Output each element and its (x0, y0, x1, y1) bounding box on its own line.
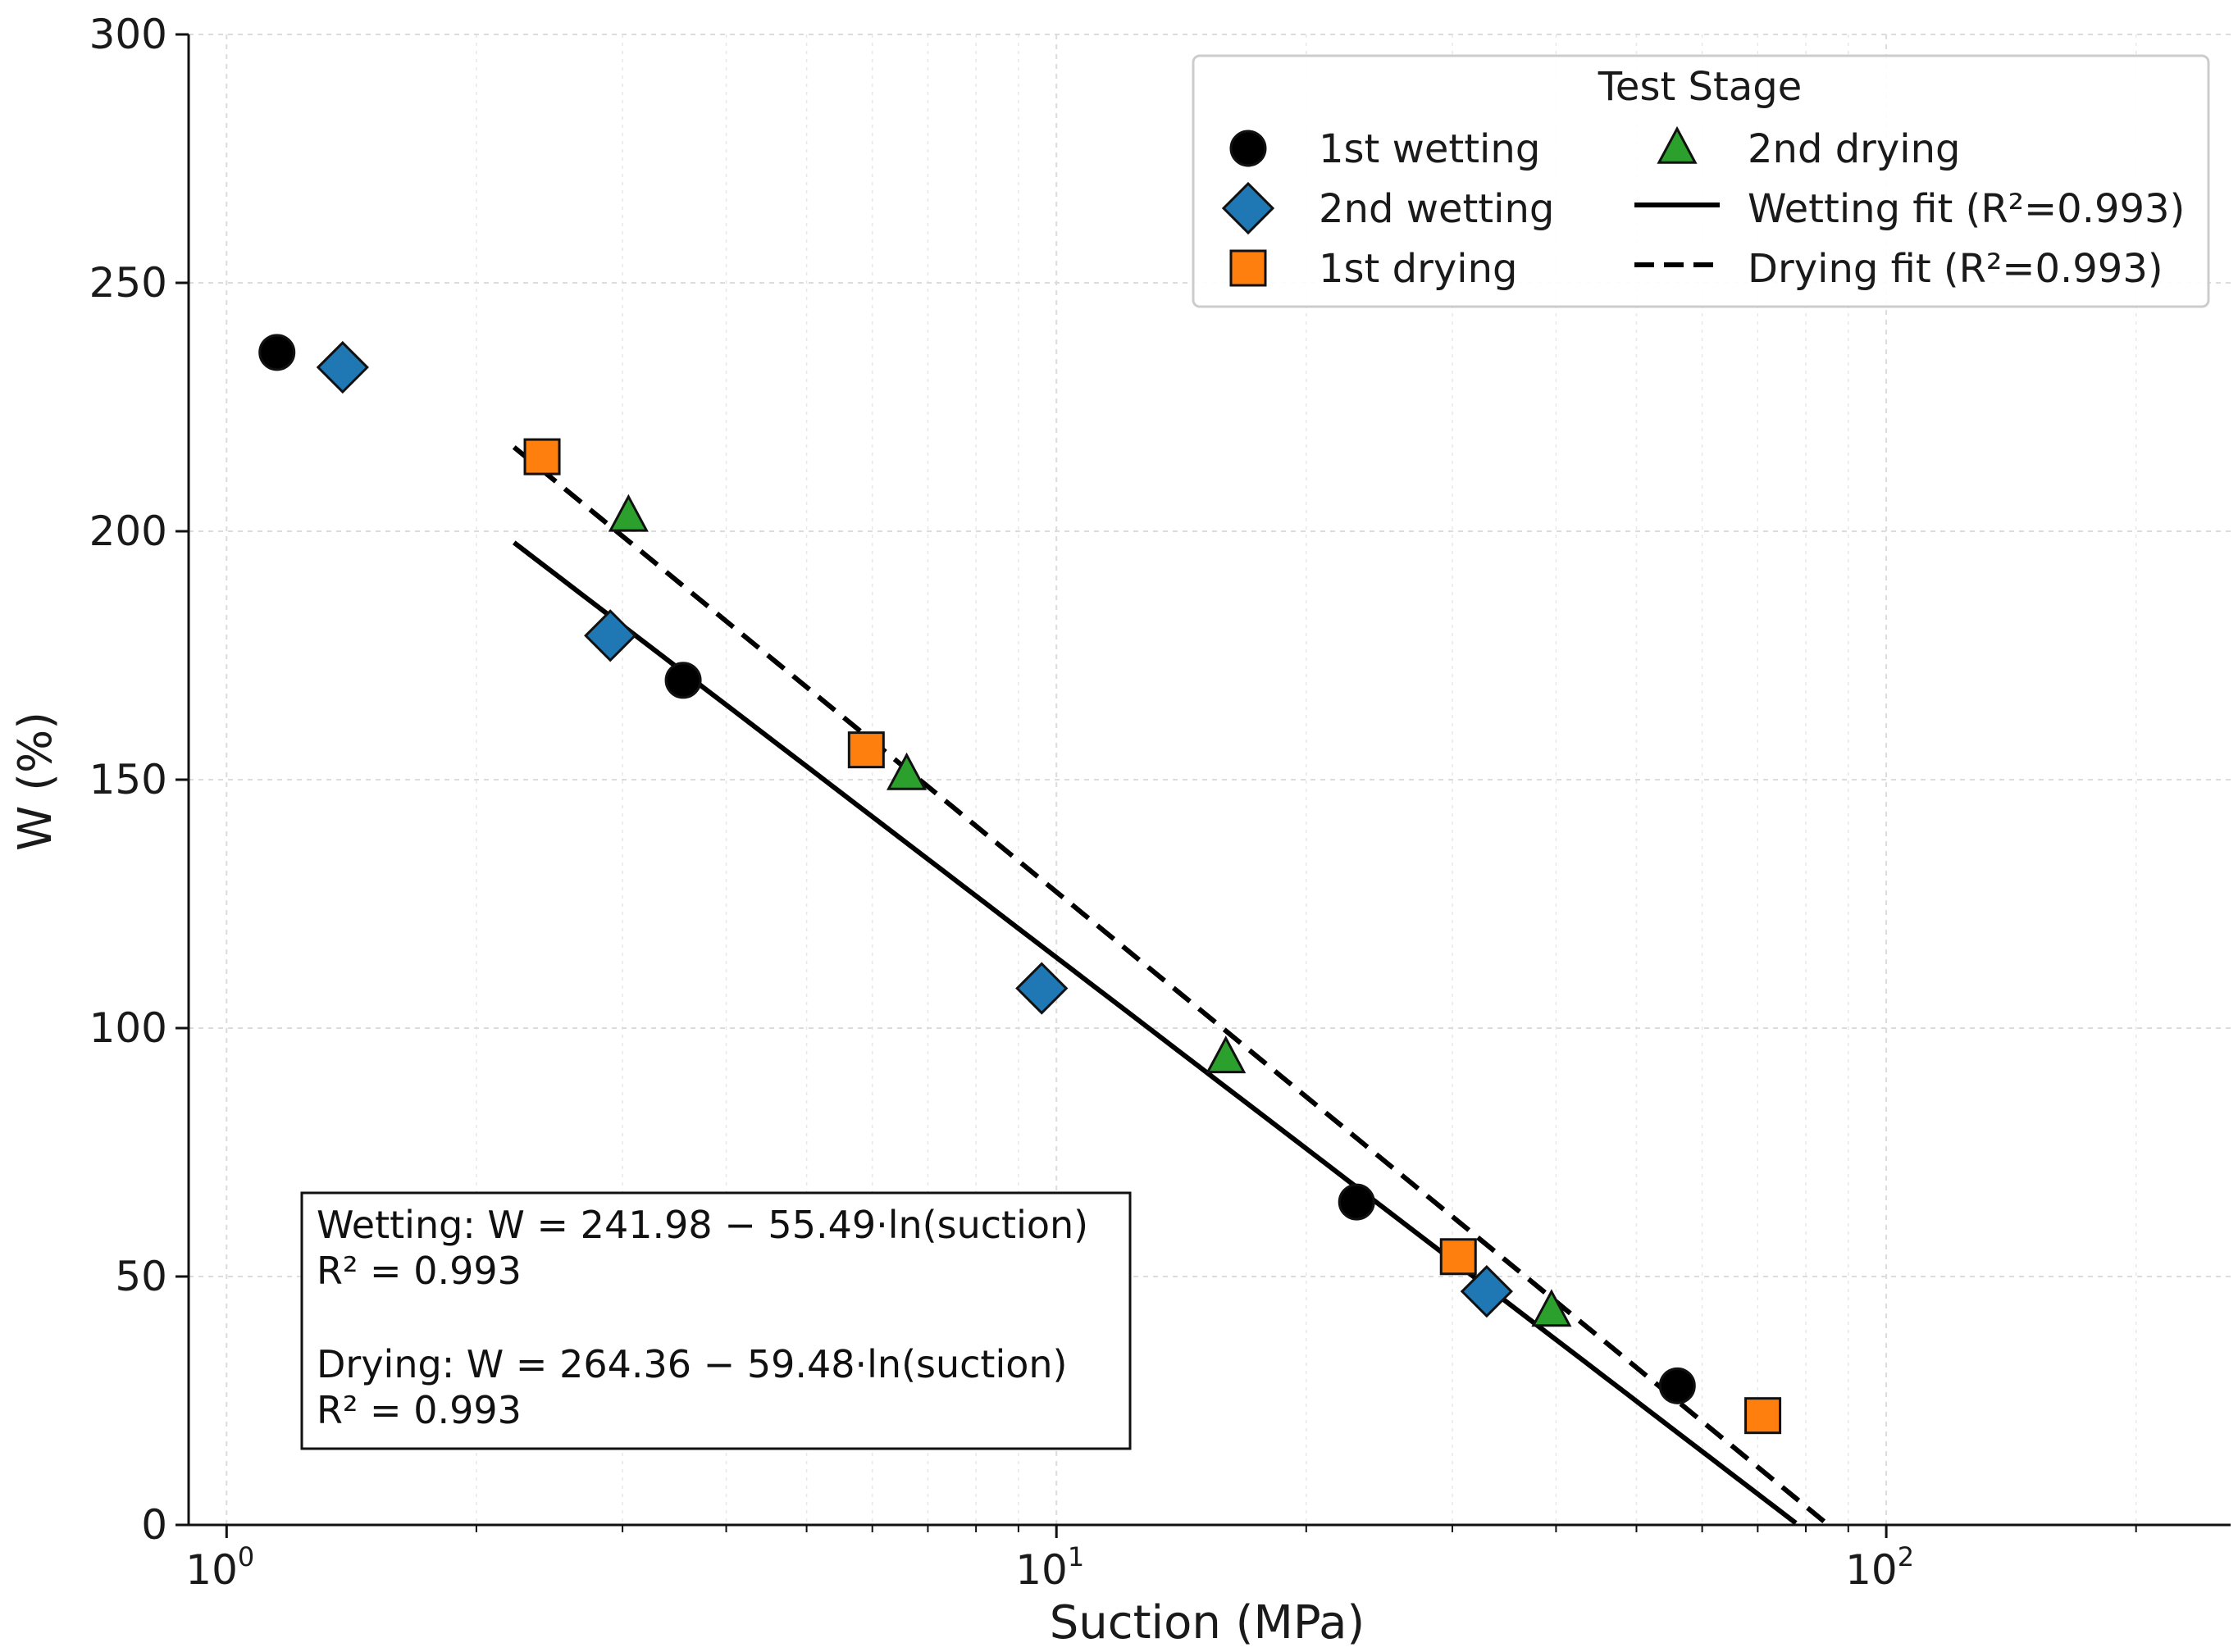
axes: 0 50 100 150 200 250 300 100 101 102 (89, 11, 2231, 1594)
y-tick-label: 250 (89, 259, 167, 307)
2nd-wetting-point (1015, 962, 1069, 1015)
drying-fit-line (512, 445, 1829, 1526)
x-tick-label: 102 (1845, 1541, 1914, 1594)
legend-label-wetting-fit-r-0-993: Wetting fit (R²=0.993) (1748, 186, 2185, 232)
legend-label-2nd-wetting: 2nd wetting (1319, 186, 1554, 232)
y-tick-label: 200 (89, 507, 167, 555)
1st-wetting-point (664, 662, 702, 699)
legend-label-1st-drying: 1st drying (1319, 246, 1517, 292)
y-tick-label: 0 (141, 1501, 167, 1549)
2nd-drying-point (608, 494, 649, 532)
equation-annotation: Wetting: W = 241.98 − 55.49·ln(suction) … (300, 1191, 1132, 1450)
legend-label-1st-wetting: 1st wetting (1319, 126, 1540, 172)
2nd-wetting-point (584, 609, 637, 662)
2nd-drying-point (1531, 1289, 1572, 1327)
data-points (258, 334, 1782, 1435)
2nd-drying-point (887, 752, 928, 790)
1st-wetting-point (1658, 1367, 1696, 1404)
1st-wetting-point (1338, 1183, 1375, 1221)
legend-marker-2nd-drying (1657, 125, 1698, 164)
fit-lines (512, 445, 1829, 1526)
legend: Test Stage 1st wetting 2nd wetting 1st dry… (1192, 54, 2210, 308)
annotation-box (300, 1191, 1132, 1450)
legend-marker-2nd-wetting (1221, 181, 1275, 235)
legend-marker-1st-wetting (1229, 130, 1267, 167)
x-axis-title: Suction (MPa) (1050, 1596, 1365, 1650)
legend-box (1192, 54, 2210, 308)
y-tick-label: 50 (115, 1253, 167, 1300)
1st-wetting-point (258, 334, 296, 371)
wetting-fit-line (512, 540, 1798, 1526)
legend-label-drying-fit-r-0-993: Drying fit (R²=0.993) (1748, 246, 2163, 292)
2nd-wetting-point (316, 340, 369, 394)
y-tick-label: 300 (89, 11, 167, 58)
1st-drying-point (847, 731, 885, 769)
1st-drying-point (523, 438, 561, 476)
x-tick-label: 101 (1015, 1541, 1084, 1594)
2nd-wetting-point (1460, 1265, 1513, 1318)
1st-drying-point (1439, 1238, 1477, 1276)
annotation-wetting-r2: R² = 0.993 (317, 1249, 522, 1293)
x-tick-label: 100 (185, 1541, 254, 1594)
annotation-wetting-equation: Wetting: W = 241.98 − 55.49·ln(suction) (317, 1203, 1088, 1247)
legend-label-2nd-drying: 2nd drying (1748, 126, 1961, 172)
y-tick-label: 100 (89, 1004, 167, 1052)
legend-title: Test Stage (1598, 64, 1802, 110)
annotation-drying-r2: R² = 0.993 (317, 1388, 522, 1432)
annotation-drying-equation: Drying: W = 264.36 − 59.48·ln(suction) (317, 1342, 1068, 1386)
legend-marker-1st-drying (1229, 249, 1267, 287)
1st-drying-point (1744, 1397, 1782, 1435)
y-tick-label: 150 (89, 756, 167, 803)
y-axis-title: W (%) (9, 712, 62, 851)
2nd-drying-point (1206, 1035, 1247, 1074)
